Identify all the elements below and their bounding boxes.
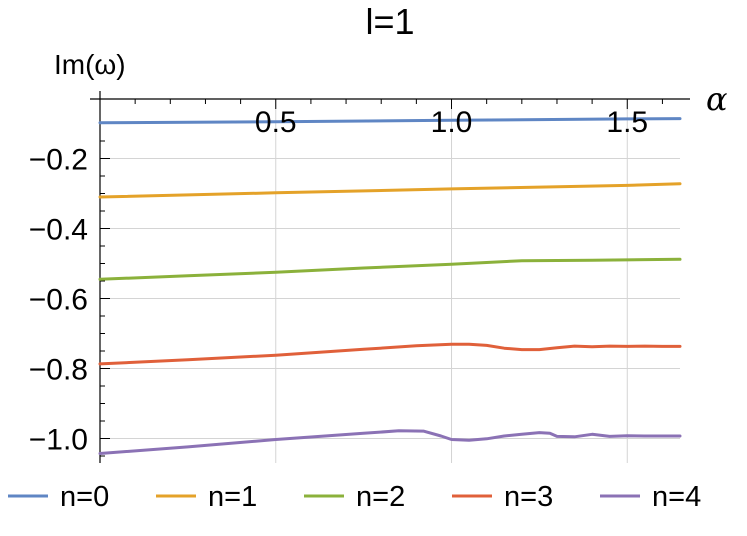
series-lines [98, 117, 682, 455]
tick-labels: 0.5 1.0 1.5 −0.2 −0.4 −0.6 −0.8 −1.0 [29, 106, 648, 457]
legend-label: n=3 [504, 481, 553, 513]
y-tick-label: −0.2 [29, 144, 88, 177]
legend-item-n0: n=0 [8, 481, 109, 513]
y-tick-label: −1.0 [29, 424, 88, 457]
legend-label: n=0 [60, 481, 109, 513]
legend: n=0 n=1 n=2 n=3 n=4 [8, 481, 701, 513]
x-tick-label: 1.0 [431, 106, 473, 139]
chart-title: l=1 [365, 1, 414, 42]
legend-item-n2: n=2 [304, 481, 405, 513]
series-line-n0 [98, 117, 682, 125]
series-line-n2 [98, 257, 682, 281]
grid [100, 99, 680, 463]
series-line-n4 [98, 429, 682, 455]
axes [90, 91, 690, 463]
y-tick-label: −0.6 [29, 284, 88, 317]
y-axis-label: Im(ω) [54, 49, 126, 80]
legend-label: n=1 [208, 481, 257, 513]
y-tick-label: −0.8 [29, 354, 88, 387]
x-tick-label: 1.5 [606, 106, 648, 139]
x-axis-label: α [706, 80, 728, 118]
y-tick-label: −0.4 [29, 214, 88, 247]
series-line-n3 [98, 342, 682, 366]
legend-label: n=4 [652, 481, 701, 513]
legend-item-n3: n=3 [452, 481, 553, 513]
x-tick-label: 0.5 [255, 106, 297, 139]
legend-item-n1: n=1 [156, 481, 257, 513]
legend-label: n=2 [356, 481, 405, 513]
series-line-n1 [98, 182, 682, 199]
legend-item-n4: n=4 [600, 481, 701, 513]
